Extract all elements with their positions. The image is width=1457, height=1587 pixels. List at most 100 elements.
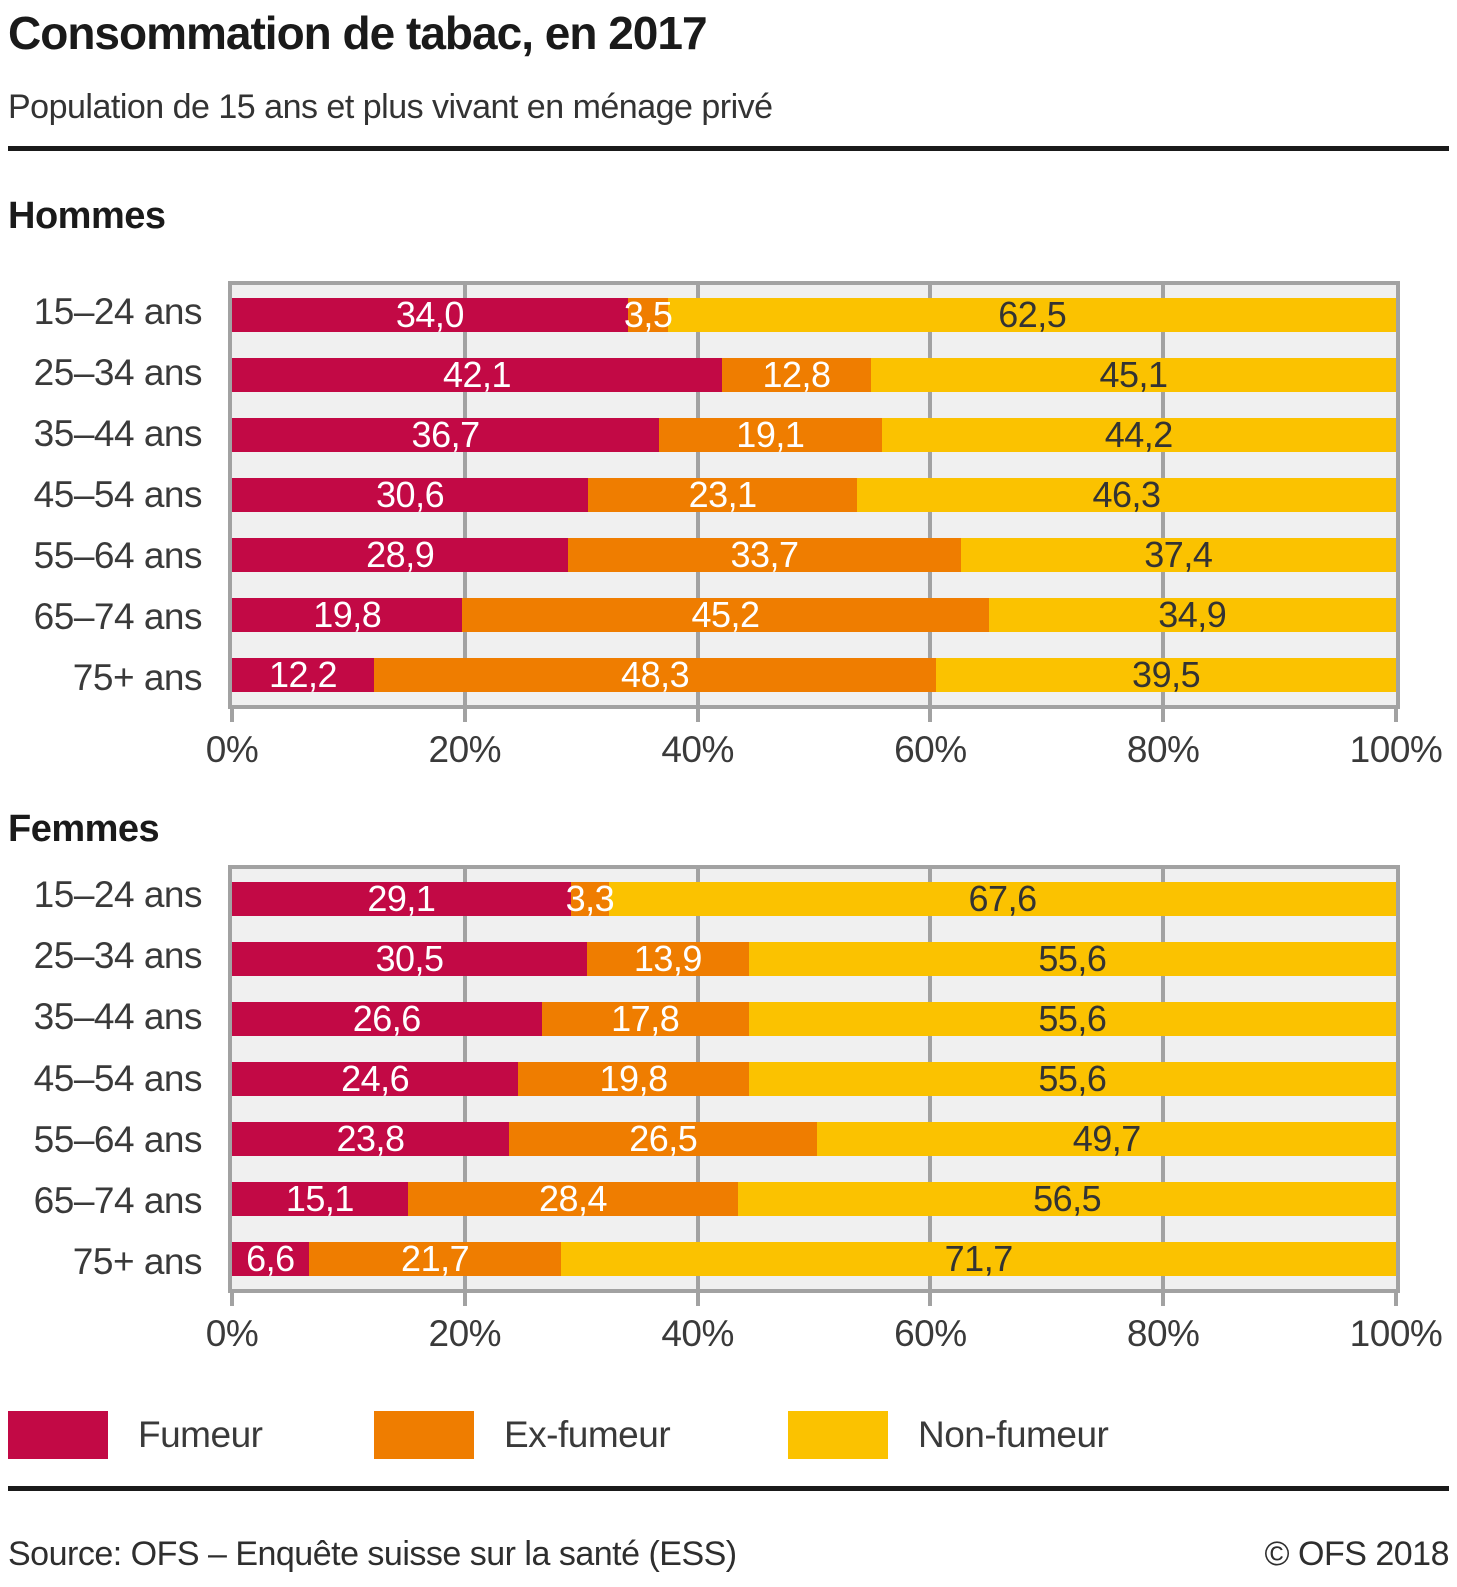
bar-segment-fumeur: 12,2 (232, 653, 374, 695)
bar-value-label: 12,2 (268, 653, 338, 695)
bar-value-label: 55,6 (1038, 997, 1107, 1039)
axis-tick-label: 100% (1349, 1312, 1443, 1354)
legend: Fumeur Ex-fumeur Non-fumeur (8, 1410, 1449, 1459)
page-title: Consommation de tabac, en 2017 (8, 7, 708, 59)
bar-segment-ex-fumeur: 13,9 (587, 937, 749, 979)
bar-segment-ex-fumeur: 17,8 (541, 997, 749, 1039)
category-axis: 15–24 ans 25–34 ans 35–44 ans 45–54 ans 55–6… (8, 865, 228, 1293)
category-label: 45–54 ans (33, 473, 203, 515)
bar-row: 28,9 33,7 37,4 (232, 525, 1396, 585)
axis-tick-label: 0% (205, 1312, 259, 1354)
bar-value-label: 39,5 (1132, 653, 1201, 695)
bar-value-label: 36,7 (411, 413, 481, 455)
stacked-bar: 6,6 21,7 71,7 (232, 1237, 1396, 1279)
bar-value-label: 48,3 (621, 653, 690, 695)
bar-value-label: 24,6 (341, 1057, 410, 1099)
bar-value-label: 15,1 (285, 1177, 355, 1219)
axis-tick (230, 708, 234, 722)
bar-row: 30,6 23,1 46,3 (232, 465, 1396, 525)
bar-value-label: 26,6 (352, 997, 422, 1039)
legend-label: Non-fumeur (918, 1413, 1109, 1455)
category-label: 45–54 ans (33, 1057, 203, 1099)
bar-segment-non-fumeur: 39,5 (936, 653, 1396, 695)
bar-segment-fumeur: 24,6 (232, 1057, 519, 1099)
stacked-bar: 12,2 48,3 39,5 (232, 653, 1396, 695)
bar-segment-ex-fumeur: 28,4 (407, 1177, 739, 1219)
bar-value-label: 6,6 (246, 1237, 295, 1279)
axis-tick (1394, 1292, 1398, 1306)
legend-label: Fumeur (138, 1413, 263, 1455)
bar-row: 30,5 13,9 55,6 (232, 929, 1396, 989)
plot-area: 34,0 3,5 62,5 42,1 12,8 45,1 36,7 19,1 44,2 30,6 2… (228, 280, 1400, 709)
bar-value-label: 45,2 (691, 593, 760, 635)
bar-row: 34,0 3,5 62,5 (232, 285, 1396, 345)
bar-value-label: 19,1 (736, 413, 805, 455)
axis-tick-label: 80% (1126, 1312, 1200, 1354)
stacked-bar: 26,6 17,8 55,6 (232, 997, 1396, 1039)
bar-segment-fumeur: 15,1 (232, 1177, 408, 1219)
stacked-bar: 28,9 33,7 37,4 (232, 533, 1396, 575)
bar-value-label: 23,8 (336, 1117, 405, 1159)
bar-value-label: 56,5 (1033, 1177, 1102, 1219)
axis-tick-label: 100% (1349, 728, 1443, 770)
bar-segment-non-fumeur: 45,1 (871, 356, 1396, 392)
bar-segment-fumeur: 30,6 (232, 476, 589, 512)
bar-segment-ex-fumeur: 12,8 (722, 356, 872, 392)
category-label: 35–44 ans (33, 996, 203, 1038)
bar-segment-non-fumeur: 55,6 (748, 940, 1396, 976)
bar-value-label: 26,5 (629, 1117, 698, 1159)
bar-segment-non-fumeur: 37,4 (960, 533, 1396, 575)
axis-tick (230, 1292, 234, 1306)
category-label: 65–74 ans (33, 1179, 203, 1221)
axis-tick-label: 80% (1126, 728, 1200, 770)
x-axis: 0% 20% 40% 60% 80% 100% (206, 708, 1443, 771)
bar-segment-non-fumeur: 49,7 (817, 1120, 1396, 1156)
bar-value-label: 67,6 (968, 877, 1038, 919)
legend-swatch-ex-fumeur (374, 1410, 474, 1459)
bar-segment-fumeur: 30,5 (232, 940, 588, 976)
bar-segment-ex-fumeur: 3,5 (624, 296, 673, 332)
bar-value-label: 17,8 (611, 997, 680, 1039)
bar-segment-fumeur: 34,0 (232, 293, 628, 335)
bar-value-label: 19,8 (599, 1057, 669, 1099)
category-label: 15–24 ans (33, 290, 203, 332)
x-axis: 0% 20% 40% 60% 80% 100% (206, 1292, 1443, 1355)
bar-value-label: 28,9 (366, 533, 435, 575)
bar-segment-non-fumeur: 55,6 (748, 997, 1396, 1039)
axis-tick (1394, 708, 1398, 722)
bar-segment-non-fumeur: 46,3 (857, 476, 1396, 512)
bar-value-label: 13,9 (633, 937, 703, 979)
bar-value-label: 37,4 (1144, 533, 1213, 575)
axis-tick-label: 60% (894, 1312, 967, 1354)
bar-value-label: 19,8 (313, 593, 382, 635)
bar-row: 29,1 3,3 67,6 (232, 869, 1396, 929)
bar-segment-fumeur: 6,6 (232, 1237, 309, 1279)
axis-tick (695, 1292, 700, 1306)
axis-tick (1161, 1292, 1166, 1306)
axis-tick (1161, 708, 1166, 722)
bar-row: 23,8 26,5 49,7 (232, 1109, 1396, 1169)
bar-segment-fumeur: 19,8 (232, 593, 463, 635)
category-label: 55–64 ans (33, 1118, 203, 1160)
bar-segment-non-fumeur: 56,5 (738, 1177, 1396, 1219)
axis-tick-label: 20% (428, 728, 502, 770)
legend-swatch-non-fumeur (788, 1410, 888, 1459)
bar-rows: 34,0 3,5 62,5 42,1 12,8 45,1 36,7 19,1 44,2 30,6 2… (232, 285, 1396, 705)
bar-value-label: 55,6 (1038, 1057, 1107, 1099)
bar-row: 15,1 28,4 56,5 (232, 1169, 1396, 1229)
footer-divider (8, 1485, 1449, 1491)
stacked-bar: 24,6 19,8 55,6 (232, 1057, 1396, 1099)
bar-value-label: 34,0 (395, 293, 465, 335)
section-title-hommes: Hommes (8, 195, 166, 238)
bar-row: 12,2 48,3 39,5 (232, 645, 1396, 705)
chart-femmes: 15–24 ans 25–34 ans 35–44 ans 45–54 ans 55–6… (8, 864, 1449, 1355)
section-title-femmes: Femmes (8, 807, 160, 850)
bar-value-label: 28,4 (538, 1177, 608, 1219)
category-label: 55–64 ans (33, 535, 203, 577)
stacked-bar: 42,1 12,8 45,1 (232, 356, 1396, 392)
bar-segment-ex-fumeur: 48,3 (374, 653, 937, 695)
bar-segment-ex-fumeur: 21,7 (308, 1240, 562, 1276)
bar-segment-ex-fumeur: 45,2 (462, 593, 989, 635)
bar-value-label: 33,7 (730, 533, 799, 575)
category-label: 65–74 ans (33, 596, 203, 638)
